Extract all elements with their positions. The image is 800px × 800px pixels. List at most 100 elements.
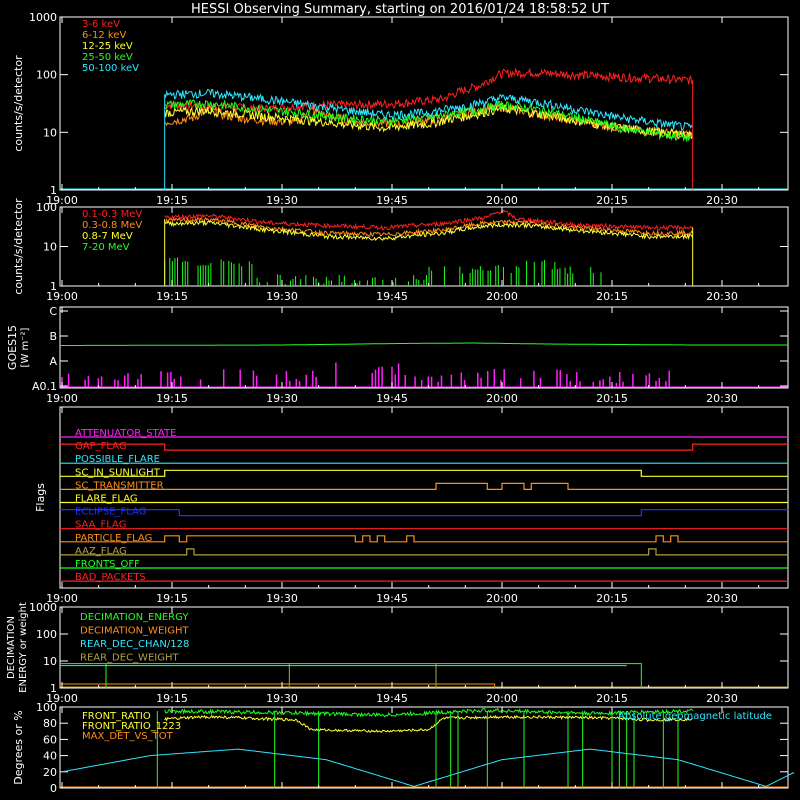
y-tick-label: A0.1 — [32, 380, 57, 393]
flag-line — [60, 509, 788, 517]
x-tick-label: 19:45 — [376, 692, 408, 705]
x-tick-label: 20:15 — [596, 290, 628, 303]
front-ratio-1223-line — [164, 714, 693, 733]
flag-label: AAZ_FLAG — [75, 546, 127, 557]
y-tick-label: 1 — [50, 184, 57, 197]
flag-label: ECLIPSE_FLAG — [75, 507, 146, 518]
y-axis-label: GOES15 — [6, 325, 19, 370]
legend-entry: FRONT_RATIO — [82, 711, 151, 722]
y-axis-label: counts/s/detector — [12, 55, 25, 152]
legend-entry: 50-100 keV — [82, 63, 139, 74]
legend-entry: 0.1-0.3 MeV — [82, 209, 142, 220]
flag-label: PARTICLE_FLAG — [75, 533, 152, 544]
y-tick-label: 10 — [43, 241, 57, 254]
y-tick-label: B — [49, 330, 57, 343]
decimation-weight-edges — [288, 663, 437, 688]
legend-entry: Absolute geomagnetic latitude — [618, 711, 772, 722]
legend-entry: MAX_DET_VS_TOT — [82, 731, 174, 742]
y-axis-unit-label: [W m⁻²] — [20, 327, 31, 367]
x-tick-label: 20:30 — [706, 290, 738, 303]
x-tick-label: 20:00 — [486, 592, 518, 605]
flag-line — [60, 469, 788, 477]
legend-entry: DECIMATION_ENERGY — [80, 612, 189, 623]
flag-line — [60, 443, 788, 451]
legend-entry: 25-50 keV — [82, 52, 133, 63]
x-tick-label: 19:15 — [156, 290, 188, 303]
x-tick-label: 19:45 — [376, 290, 408, 303]
flag-label: SC_TRANSMITTER — [75, 480, 164, 491]
flag-label: FLARE_FLAG — [75, 494, 138, 505]
legend-entry: REAR_DEC_CHAN/128 — [80, 639, 189, 650]
y-tick-label: 100 — [36, 69, 57, 82]
x-tick-label: 20:15 — [596, 392, 628, 405]
legend-entry: FRONT_RATIO_1223 — [82, 721, 181, 732]
flags-panel-frame — [59, 406, 789, 589]
legend-entry: DECIMATION_WEIGHT — [80, 626, 189, 637]
x-tick-label: 19:00 — [46, 392, 78, 405]
flag-line — [60, 548, 788, 556]
y-tick-label: 1000 — [29, 11, 57, 24]
legend-entry: REAR_DEC_WEIGHT — [80, 653, 179, 664]
x-tick-label: 19:45 — [376, 592, 408, 605]
y-tick-label: 40 — [43, 750, 57, 763]
flag-label: SAA_FLAG — [75, 520, 126, 531]
x-tick-label: 19:15 — [156, 692, 188, 705]
y-tick-label: 100 — [36, 701, 57, 714]
x-tick-label: 20:00 — [486, 290, 518, 303]
series-line — [164, 67, 694, 115]
x-tick-label: 20:30 — [706, 692, 738, 705]
x-tick-label: 19:30 — [266, 290, 298, 303]
flag-label: ATTENUATOR_STATE — [75, 428, 176, 439]
x-tick-label: 19:00 — [46, 692, 78, 705]
goes-long-channel — [60, 342, 788, 346]
x-tick-label: 19:30 — [266, 692, 298, 705]
flag-label: FRONTS_OFF — [75, 559, 140, 570]
legend-entry: 7-20 MeV — [82, 242, 130, 253]
y-tick-label: 60 — [43, 733, 57, 746]
x-tick-label: 20:15 — [596, 592, 628, 605]
x-tick-label: 19:00 — [46, 290, 78, 303]
x-tick-label: 19:30 — [266, 592, 298, 605]
y-axis-label-2: ENERGY or weight — [18, 602, 29, 693]
y-tick-label: 100 — [36, 201, 57, 214]
x-tick-label: 20:00 — [486, 194, 518, 207]
y-tick-label: C — [49, 305, 57, 318]
front-ratio-line — [164, 707, 694, 718]
x-tick-label: 20:00 — [486, 692, 518, 705]
x-tick-label: 20:30 — [706, 592, 738, 605]
x-tick-label: 20:15 — [596, 692, 628, 705]
y-axis-label: Degrees or % — [12, 710, 25, 784]
flag-label: POSSIBLE_FLARE — [75, 454, 160, 465]
y-tick-label: 100 — [36, 628, 57, 641]
y-tick-label: 10 — [43, 126, 57, 139]
chart-title: HESSI Observing Summary, starting on 201… — [191, 2, 609, 17]
x-tick-label: 20:15 — [596, 194, 628, 207]
series-line — [164, 99, 693, 142]
x-tick-label: 19:30 — [266, 392, 298, 405]
y-tick-label: 80 — [43, 717, 57, 730]
y-axis-label: Flags — [34, 483, 47, 512]
ratios-panel-frame — [59, 706, 789, 789]
decimation-energy-line — [60, 663, 642, 688]
y-tick-label: 20 — [43, 766, 57, 779]
flag-label: GAP_FLAG — [75, 441, 127, 452]
flag-line — [60, 535, 788, 543]
goes-panel-frame — [59, 306, 789, 389]
series-line — [164, 216, 694, 238]
hxr-panel-frame — [59, 16, 789, 191]
y-tick-label: 10 — [43, 655, 57, 668]
x-tick-label: 20:30 — [706, 194, 738, 207]
flag-label: BAD_PACKETS — [75, 572, 146, 583]
flag-label: SC_IN_SUNLIGHT — [75, 467, 161, 478]
x-tick-label: 19:00 — [46, 194, 78, 207]
y-tick-label: 0 — [50, 782, 57, 795]
x-tick-label: 20:00 — [486, 392, 518, 405]
series-line — [164, 101, 694, 139]
x-tick-label: 19:45 — [376, 392, 408, 405]
y-tick-label: 1 — [50, 682, 57, 695]
x-tick-label: 19:15 — [156, 592, 188, 605]
x-tick-label: 20:30 — [706, 392, 738, 405]
series-line — [164, 103, 694, 140]
